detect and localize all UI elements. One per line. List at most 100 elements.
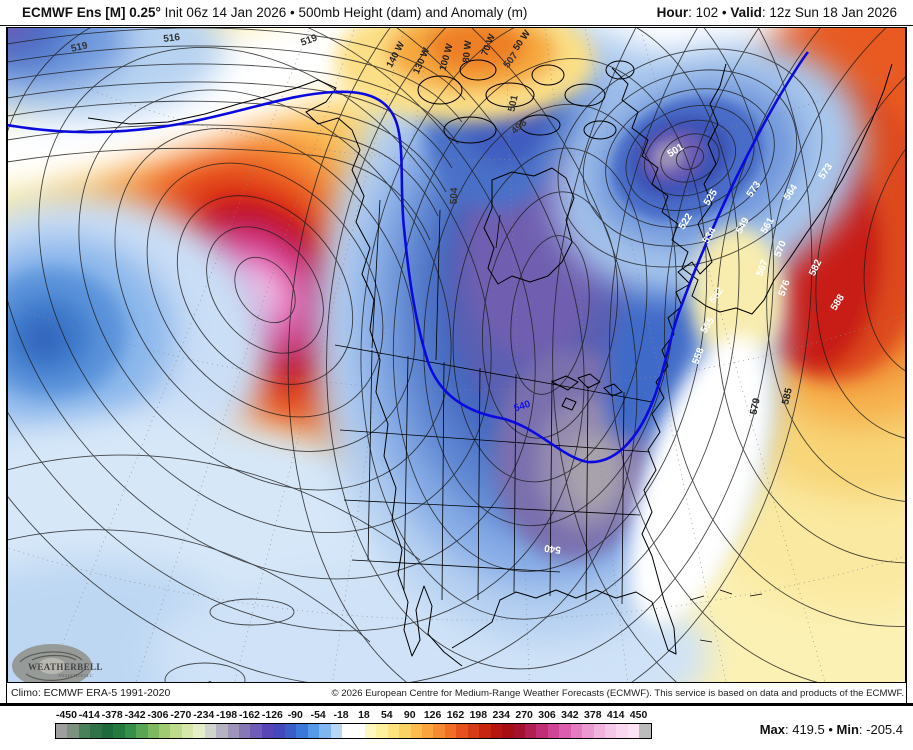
colorbar-tick: -126 [261, 709, 283, 721]
colorbar-cell [627, 724, 640, 738]
colorbar-cell [307, 724, 320, 738]
title-model: ECMWF Ens [M] 0.25° [22, 5, 161, 20]
colorbar-tick: -414 [78, 709, 100, 721]
colorbar-cell [547, 724, 560, 738]
logo-subtext: ANALYTICS LLC [58, 673, 93, 678]
colorbar-cell [147, 724, 159, 738]
valid-time: Hour: 102 • Valid: 12z Sun 18 Jan 2026 [657, 5, 897, 20]
colorbar-cell [113, 724, 125, 738]
colorbar-cell [490, 724, 503, 738]
colorbar-cell [124, 724, 137, 738]
min-value: : -205.4 [858, 722, 903, 737]
map-footer-strip: Climo: ECMWF ERA-5 1991-2020 © 2026 Euro… [7, 683, 906, 703]
colorbar-tick: -306 [147, 709, 169, 721]
colorbar-cell [536, 724, 548, 738]
colorbar-cell [136, 724, 148, 738]
max-value: : 419.5 • [784, 722, 837, 737]
colorbar-cell [364, 724, 377, 738]
colorbar-cell [502, 724, 514, 738]
colorbar-cell [250, 724, 262, 738]
highlight-540-contour [7, 51, 810, 464]
climo-text: Climo: ECMWF ERA-5 1991-2020 [11, 687, 171, 699]
colorbar-cell [101, 724, 114, 738]
colorbar-tick: 378 [584, 709, 602, 721]
colorbar-cell [524, 724, 537, 738]
colorbar-tick: 234 [492, 709, 511, 721]
colorbar-cell [387, 724, 400, 738]
colorbar-section: -450 -414 -378 -342 -306 -270 -234 -198 -162 -126… [0, 706, 913, 750]
colorbar-cell [422, 724, 434, 738]
min-label: Min [836, 722, 859, 737]
colorbar-tick: 90 [403, 709, 416, 721]
colorbar-cell [158, 724, 171, 738]
colorbar-tick: -234 [193, 709, 215, 721]
hour-label: Hour [656, 5, 689, 20]
valid-value: : 12z Sun 18 Jan 2026 [761, 5, 897, 20]
header-bar: ECMWF Ens [M] 0.25° Init 06z 14 Jan 2026… [0, 0, 913, 26]
colorbar-tick: -162 [239, 709, 261, 721]
colorbar-cell [216, 724, 228, 738]
colorbar-tick: 162 [446, 709, 465, 721]
copyright-text: © 2026 European Centre for Medium-Range … [331, 688, 904, 699]
colorbar-cell [639, 724, 651, 738]
contour-label: 501 [506, 94, 520, 113]
colorbar-cell [444, 724, 457, 738]
max-label: Max [759, 722, 785, 737]
colorbar-cell [67, 724, 79, 738]
coastlines-borders [87, 59, 893, 667]
colorbar-cell [193, 724, 205, 738]
colorbar-tick: -378 [101, 709, 123, 721]
colorbar-tick: -90 [287, 709, 303, 721]
colorbar-tick: -342 [124, 709, 146, 721]
hour-value: : 102 • [688, 5, 731, 20]
colorbar-cell [296, 724, 308, 738]
map-border [7, 27, 906, 683]
colorbar-cell [616, 724, 628, 738]
colorbar-cell [456, 724, 468, 738]
colorbar [55, 723, 652, 739]
colorbar-cell [56, 724, 68, 738]
title-rest: Init 06z 14 Jan 2026 • 500mb Height (dam… [160, 5, 528, 20]
colorbar-tick: -18 [333, 709, 349, 721]
contour-label: 516 [163, 32, 181, 45]
colorbar-tick: 306 [538, 709, 556, 721]
colorbar-cell [284, 724, 297, 738]
valid-label: Valid [730, 5, 762, 20]
contour-label: 540 [543, 542, 561, 555]
contour-label: 579 [748, 397, 762, 416]
colorbar-cell [376, 724, 388, 738]
map-frame: WEATHERBELL ANALYTICS LLC 519 516 519 507 50… [6, 27, 907, 703]
max-min-readout: Max: 419.5 • Min: -205.4 [760, 722, 903, 737]
colorbar-cell [353, 724, 365, 738]
colorbar-cell [330, 724, 342, 738]
contour-label: 519 [70, 40, 89, 55]
colorbar-cell [227, 724, 239, 738]
colorbar-cell [605, 724, 617, 738]
colorbar-cell [181, 724, 194, 738]
colorbar-cell [582, 724, 594, 738]
contour-label: 585 [780, 387, 795, 406]
colorbar-tick: 270 [515, 709, 533, 721]
colorbar-cell [593, 724, 605, 738]
colorbar-tick: -54 [310, 709, 326, 721]
colorbar-tick: 18 [358, 709, 370, 721]
colorbar-tick: 450 [629, 709, 648, 721]
logo-text: WEATHERBELL [28, 662, 103, 672]
colorbar-cell [570, 724, 583, 738]
colorbar-cell [204, 724, 217, 738]
colorbar-tick: 342 [561, 709, 579, 721]
weatherbell-logo: WEATHERBELL ANALYTICS LLC [12, 644, 103, 683]
contour-label: 504 [449, 187, 461, 204]
map-title: ECMWF Ens [M] 0.25° Init 06z 14 Jan 2026… [22, 5, 527, 20]
colorbar-cell [410, 724, 422, 738]
colorbar-tick: -450 [55, 709, 77, 721]
colorbar-tick: 198 [469, 709, 488, 721]
colorbar-cell [273, 724, 285, 738]
colorbar-tick: 414 [606, 709, 625, 721]
contour-label: 579 [196, 680, 214, 683]
colorbar-tick: 126 [423, 709, 442, 721]
colorbar-cell [467, 724, 480, 738]
colorbar-tick-labels: -450 -414 -378 -342 -306 -270 -234 -198 -162 -126… [55, 709, 650, 722]
